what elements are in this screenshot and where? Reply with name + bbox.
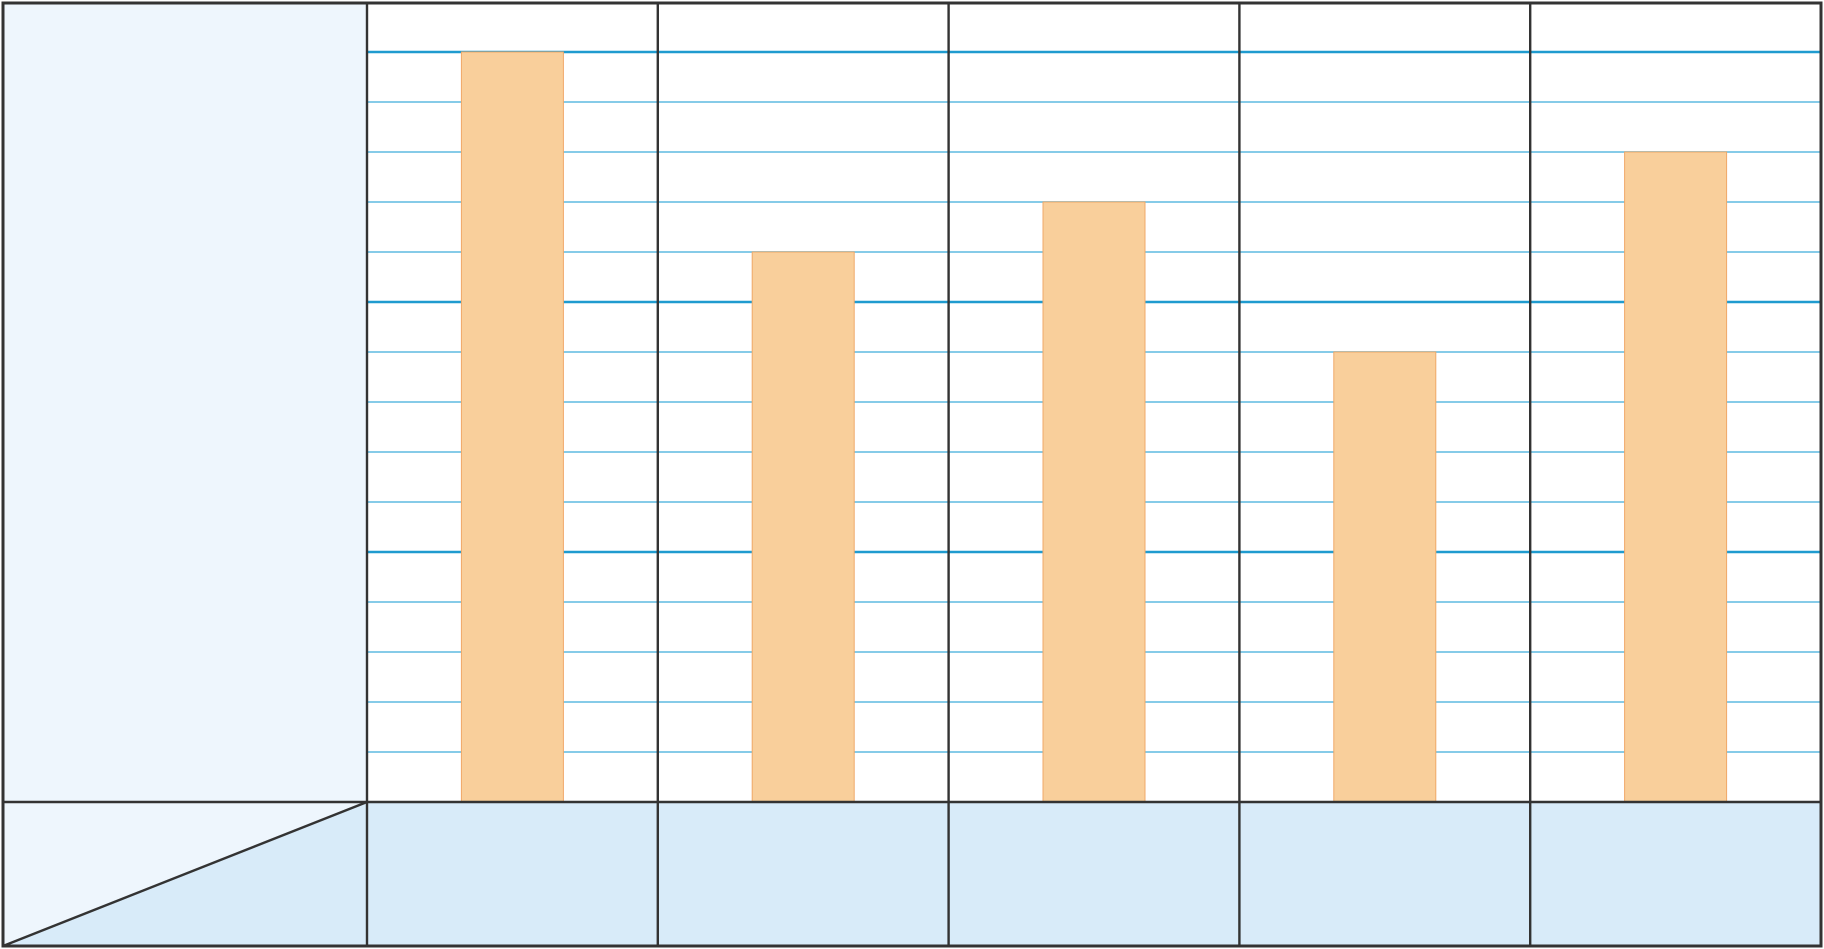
- bar: [1624, 151, 1728, 803]
- bar: [460, 51, 564, 803]
- category-label-band: [367, 802, 1821, 946]
- bar: [1333, 351, 1437, 803]
- y-label-panel: [3, 3, 367, 802]
- bar: [751, 251, 855, 803]
- bar: [1042, 201, 1146, 803]
- bars: [460, 51, 1728, 803]
- corner-diagonal: [2, 800, 368, 948]
